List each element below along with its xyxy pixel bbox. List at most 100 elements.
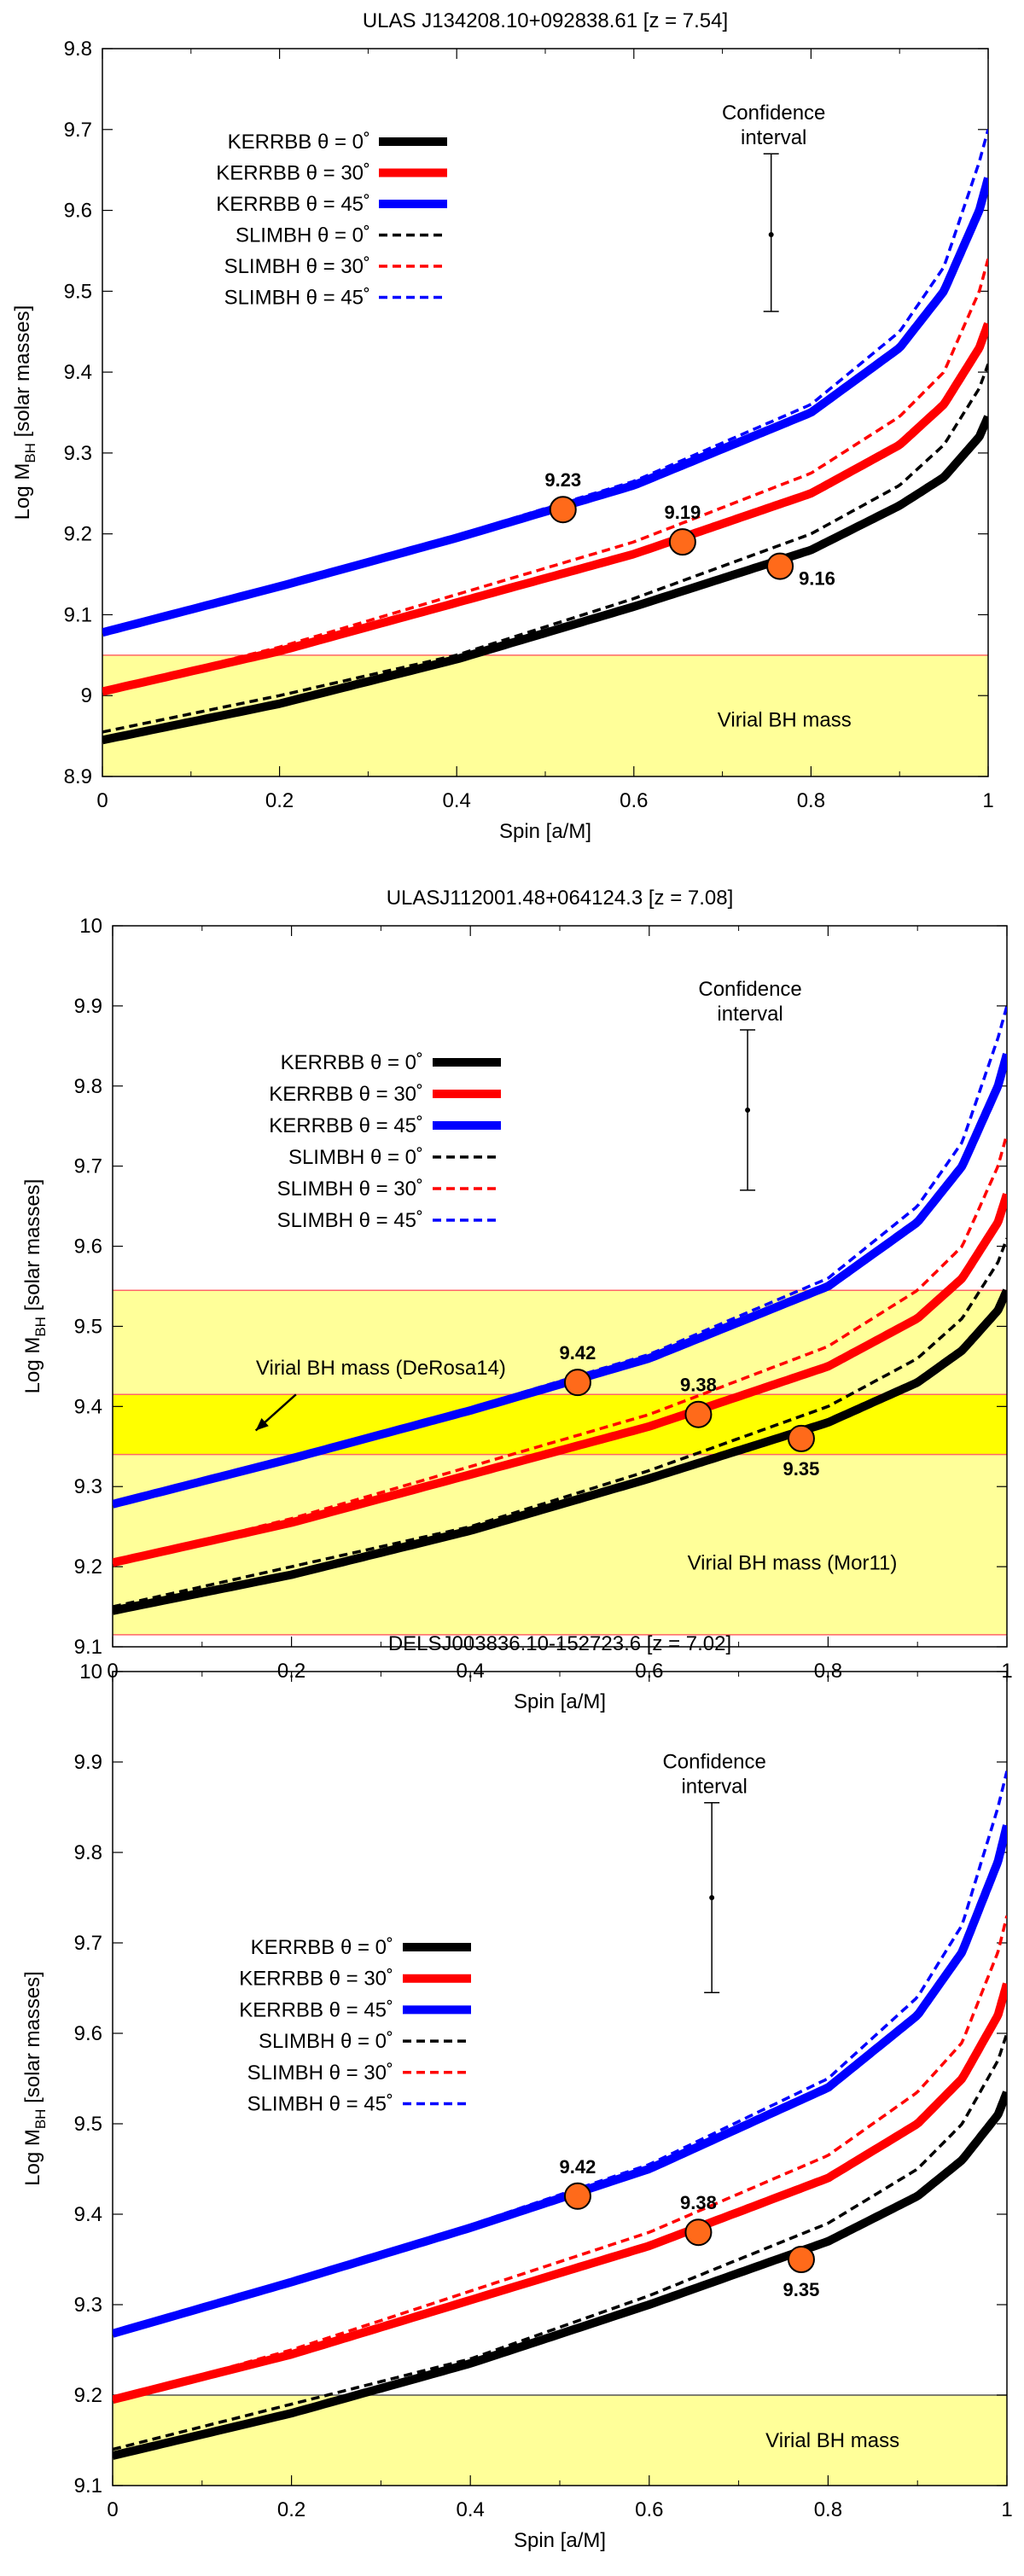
- x-tick-label: 0.4: [443, 789, 471, 812]
- y-tick-label: 10: [79, 915, 102, 938]
- y-tick-label: 9: [81, 684, 92, 707]
- x-tick-label: 0.8: [814, 2498, 842, 2521]
- spin-marker: [684, 2218, 713, 2247]
- y-tick-label: 9.3: [74, 2294, 102, 2317]
- y-tick-label: 9.8: [64, 38, 92, 61]
- y-axis-label-tail: [solar masses]: [11, 305, 34, 443]
- x-tick-label: 0.6: [635, 2498, 663, 2521]
- legend: KERRBB θ = 0˚ KERRBB θ = 30˚ KERRBB θ = 45…: [239, 1936, 471, 2116]
- y-tick-label: 9.6: [74, 2022, 102, 2045]
- legend-label: KERRBB θ = 30˚: [216, 162, 370, 185]
- y-tick-label: 9.1: [64, 603, 92, 626]
- x-tick-label: 0.2: [277, 2498, 305, 2521]
- legend-label: SLIMBH θ = 0˚: [288, 1146, 423, 1169]
- x-tick-label: 0: [107, 2498, 118, 2521]
- legend-label: SLIMBH θ = 0˚: [236, 224, 370, 247]
- y-axis-label-sub: BH: [32, 2109, 49, 2130]
- y-axis-label-main: Log M: [21, 2129, 44, 2186]
- x-axis-label: Spin [a/M]: [514, 1690, 606, 1713]
- y-tick-label: 9.6: [74, 1236, 102, 1259]
- y-tick-label: 9.3: [74, 1475, 102, 1498]
- y-tick-label: 9.2: [64, 523, 92, 546]
- chart-panel-2: 00.20.40.60.819.19.29.39.49.59.69.79.89.…: [21, 887, 1013, 1713]
- spin-marker-label: 9.23: [544, 469, 581, 491]
- confidence-center: [709, 1895, 715, 1900]
- legend-label: SLIMBH θ = 30˚: [224, 255, 370, 278]
- legend-label: SLIMBH θ = 45˚: [224, 287, 370, 310]
- legend: KERRBB θ = 0˚ KERRBB θ = 30˚ KERRBB θ = 45…: [216, 131, 447, 310]
- y-tick-label: 9.5: [74, 1315, 102, 1338]
- spin-marker-label: 9.38: [680, 1375, 717, 1396]
- x-axis-label: Spin [a/M]: [499, 820, 591, 843]
- y-tick-label: 9.4: [64, 361, 92, 384]
- y-tick-label: 9.7: [74, 1155, 102, 1178]
- chart-title: ULASJ112001.48+064124.3 [z = 7.08]: [387, 887, 734, 910]
- chart-title: ULAS J134208.10+092838.61 [z = 7.54]: [363, 9, 728, 32]
- y-axis-label: Log MBH [solar masses]: [11, 305, 38, 520]
- y-tick-label: 9.3: [64, 442, 92, 465]
- y-tick-label: 9.4: [74, 1395, 102, 1418]
- band-label: Virial BH mass (Mor11): [688, 1551, 898, 1574]
- legend-label: KERRBB θ = 30˚: [269, 1083, 423, 1106]
- spin-marker: [563, 2182, 591, 2210]
- band-label: Virial BH mass: [765, 2429, 899, 2452]
- series-line-4: [113, 1237, 1007, 1608]
- series-line-4: [102, 363, 988, 734]
- series-group: [113, 1770, 1007, 2460]
- confidence-title: Confidence: [698, 978, 801, 1001]
- x-tick-label: 0: [96, 789, 108, 812]
- spin-marker-label: 9.38: [680, 2192, 717, 2213]
- spin-marker: [684, 1400, 713, 1428]
- series-line-2: [113, 1980, 1007, 2404]
- y-tick-label: 10: [79, 1660, 102, 1683]
- legend-label: KERRBB θ = 45˚: [239, 1998, 393, 2021]
- legend-label: SLIMBH θ = 45˚: [277, 1209, 423, 1232]
- chart-panel-1: 0 0.2 0.4 0.6 0.8 1 8.9 9 9.1 9.2 9.3 9.4 9.5 9.6 9.7 9…: [11, 9, 994, 843]
- x-tick-label: 1: [1001, 2498, 1012, 2521]
- x-tick-label: 0.8: [797, 789, 825, 812]
- y-tick-label: 9.7: [64, 119, 92, 142]
- x-axis-label: Spin [a/M]: [514, 2529, 606, 2552]
- legend: KERRBB θ = 0˚ KERRBB θ = 30˚ KERRBB θ = 45…: [269, 1051, 501, 1232]
- spin-marker: [787, 2246, 815, 2273]
- confidence-title: Confidence: [722, 102, 825, 125]
- spin-marker: [549, 496, 577, 524]
- confidence-title: Confidence: [662, 1751, 765, 1774]
- series-group: [113, 1004, 1007, 1615]
- y-tick-label: 9.5: [74, 2113, 102, 2136]
- chart-title: DELSJ003836.10-152723.6 [z = 7.02]: [388, 1632, 731, 1655]
- chart-panel-3: 0 0.2 0.4 0.6 0.8 1 9.1 9.2 9.3 9.4 9.5 9.6 9.7 9.8 9.…: [21, 1632, 1013, 2552]
- spin-marker: [787, 1424, 815, 1452]
- confidence-center: [745, 1107, 751, 1113]
- y-tick-label: 9.1: [74, 2474, 102, 2497]
- legend-label: KERRBB θ = 45˚: [216, 193, 370, 216]
- series-line-6: [113, 1004, 1007, 1506]
- spin-marker-label: 9.42: [560, 2156, 596, 2178]
- spin-marker-label: 9.35: [783, 1458, 820, 1480]
- confidence-subtitle: interval: [717, 1003, 783, 1026]
- series-line-5: [102, 258, 988, 694]
- series-line-6: [113, 1770, 1007, 2335]
- y-tick-label: 9.6: [64, 200, 92, 223]
- legend-label: KERRBB θ = 0˚: [251, 1936, 393, 1959]
- confidence-subtitle: interval: [741, 126, 806, 149]
- y-axis-label-sub: BH: [22, 443, 38, 463]
- y-tick-label: 9.8: [74, 1841, 102, 1864]
- y-tick-label: 9.1: [74, 1636, 102, 1659]
- x-tick-label: 1: [982, 789, 993, 812]
- series-line-3: [102, 174, 988, 637]
- x-tick-label: 0.6: [620, 789, 648, 812]
- series-line-2: [113, 1190, 1007, 1567]
- y-axis-label-tail: [solar masses]: [21, 1179, 44, 1317]
- virial-band-1: [102, 654, 988, 776]
- spin-marker-label: 9.16: [799, 568, 835, 590]
- series-line-1: [102, 412, 988, 745]
- y-tick-label: 9.2: [74, 2384, 102, 2407]
- arrow-label: Virial BH mass (DeRosa14): [256, 1357, 506, 1380]
- confidence-subtitle: interval: [681, 1776, 747, 1799]
- x-tick-label: 0.4: [457, 2498, 485, 2521]
- y-tick-label: 9.2: [74, 1555, 102, 1579]
- series-line-5: [113, 1133, 1007, 1565]
- arrow-head: [255, 1418, 269, 1431]
- y-axis-label: Log MBH [solar masses]: [21, 1971, 49, 2186]
